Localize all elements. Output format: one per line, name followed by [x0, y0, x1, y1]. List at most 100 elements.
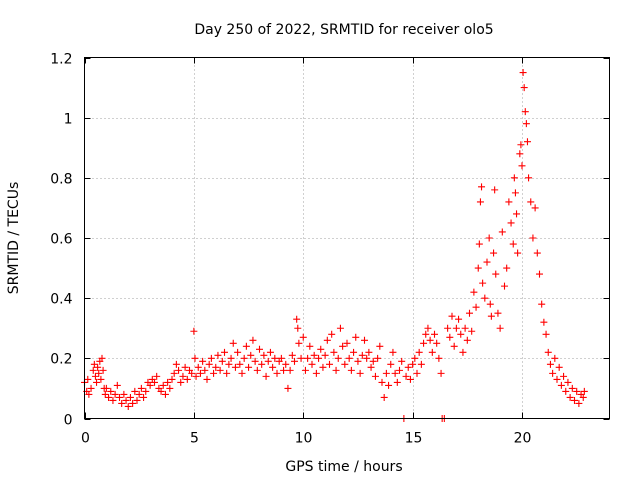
data-point	[509, 240, 517, 248]
data-point	[157, 387, 165, 395]
data-point	[461, 324, 469, 332]
data-point	[201, 366, 209, 374]
data-point	[496, 324, 504, 332]
data-point	[518, 162, 526, 170]
data-point	[238, 369, 246, 377]
data-point	[549, 369, 557, 377]
data-point	[137, 384, 145, 392]
data-point	[481, 294, 489, 302]
data-point	[339, 342, 347, 350]
data-point	[448, 312, 456, 320]
data-point	[562, 387, 570, 395]
data-point	[312, 369, 320, 377]
data-point	[295, 339, 303, 347]
data-point	[168, 375, 176, 383]
data-point	[516, 150, 524, 158]
data-point	[396, 366, 403, 374]
data-point	[579, 393, 587, 401]
data-point	[94, 363, 102, 371]
data-point	[85, 390, 93, 398]
data-point	[350, 348, 358, 356]
data-point	[478, 183, 486, 191]
data-point	[553, 375, 561, 383]
data-point	[520, 84, 528, 92]
data-point	[183, 375, 191, 383]
x-tick-label: 10	[295, 431, 313, 447]
data-point	[356, 369, 364, 377]
data-point	[97, 375, 105, 383]
data-point	[288, 351, 296, 359]
data-point	[306, 342, 314, 350]
data-point	[326, 360, 333, 368]
data-point	[236, 360, 244, 368]
data-point	[142, 387, 150, 395]
data-point	[358, 351, 366, 359]
data-point	[256, 345, 263, 353]
data-point	[557, 381, 565, 389]
data-point	[286, 366, 294, 374]
data-point	[159, 381, 167, 389]
data-point	[411, 354, 419, 362]
data-point	[347, 366, 355, 374]
data-point	[551, 354, 559, 362]
data-point	[240, 354, 248, 362]
data-point	[498, 228, 506, 236]
data-point	[385, 381, 393, 389]
data-point	[468, 327, 476, 335]
x-axis-label: GPS time / hours	[285, 459, 402, 475]
data-point	[166, 384, 174, 392]
data-point	[214, 351, 222, 359]
y-axis-label: SRMTID / TECUs	[6, 182, 22, 295]
data-point	[260, 351, 268, 359]
data-points	[81, 69, 588, 422]
data-point	[536, 270, 543, 278]
y-tick-label: 0.2	[50, 352, 72, 368]
data-point	[177, 378, 185, 386]
data-point	[575, 399, 583, 407]
data-point	[409, 360, 417, 368]
data-point	[310, 351, 318, 359]
data-point	[415, 348, 423, 356]
data-point	[207, 354, 215, 362]
data-point	[475, 240, 483, 248]
data-point	[95, 369, 103, 377]
data-point	[191, 354, 199, 362]
data-point	[301, 366, 309, 374]
data-point	[470, 288, 478, 296]
data-point	[91, 372, 99, 380]
data-point	[476, 198, 484, 206]
data-point	[172, 360, 180, 368]
data-point	[424, 324, 432, 332]
data-point	[345, 354, 353, 362]
data-point	[389, 348, 397, 356]
data-point	[511, 189, 519, 197]
data-point	[304, 354, 312, 362]
data-point	[472, 303, 480, 311]
data-point	[446, 333, 454, 341]
data-point	[492, 270, 500, 278]
data-point	[308, 360, 316, 368]
data-point	[479, 279, 487, 287]
data-point	[398, 357, 406, 365]
x-tick-label: 15	[405, 431, 423, 447]
data-point	[332, 366, 340, 374]
data-point	[297, 354, 305, 362]
data-point	[371, 372, 379, 380]
data-point	[540, 318, 548, 326]
data-point	[505, 198, 513, 206]
data-point	[566, 393, 574, 401]
data-point	[271, 354, 279, 362]
data-point	[330, 348, 338, 356]
data-point	[234, 348, 242, 356]
data-point	[203, 375, 211, 383]
data-point	[510, 174, 518, 182]
data-point	[151, 378, 158, 386]
data-point	[319, 363, 327, 371]
data-point	[420, 339, 428, 347]
data-point	[258, 360, 266, 368]
data-point	[317, 345, 325, 353]
data-point	[463, 336, 471, 344]
data-point	[181, 363, 189, 371]
data-point	[221, 348, 228, 356]
data-point	[229, 339, 237, 347]
